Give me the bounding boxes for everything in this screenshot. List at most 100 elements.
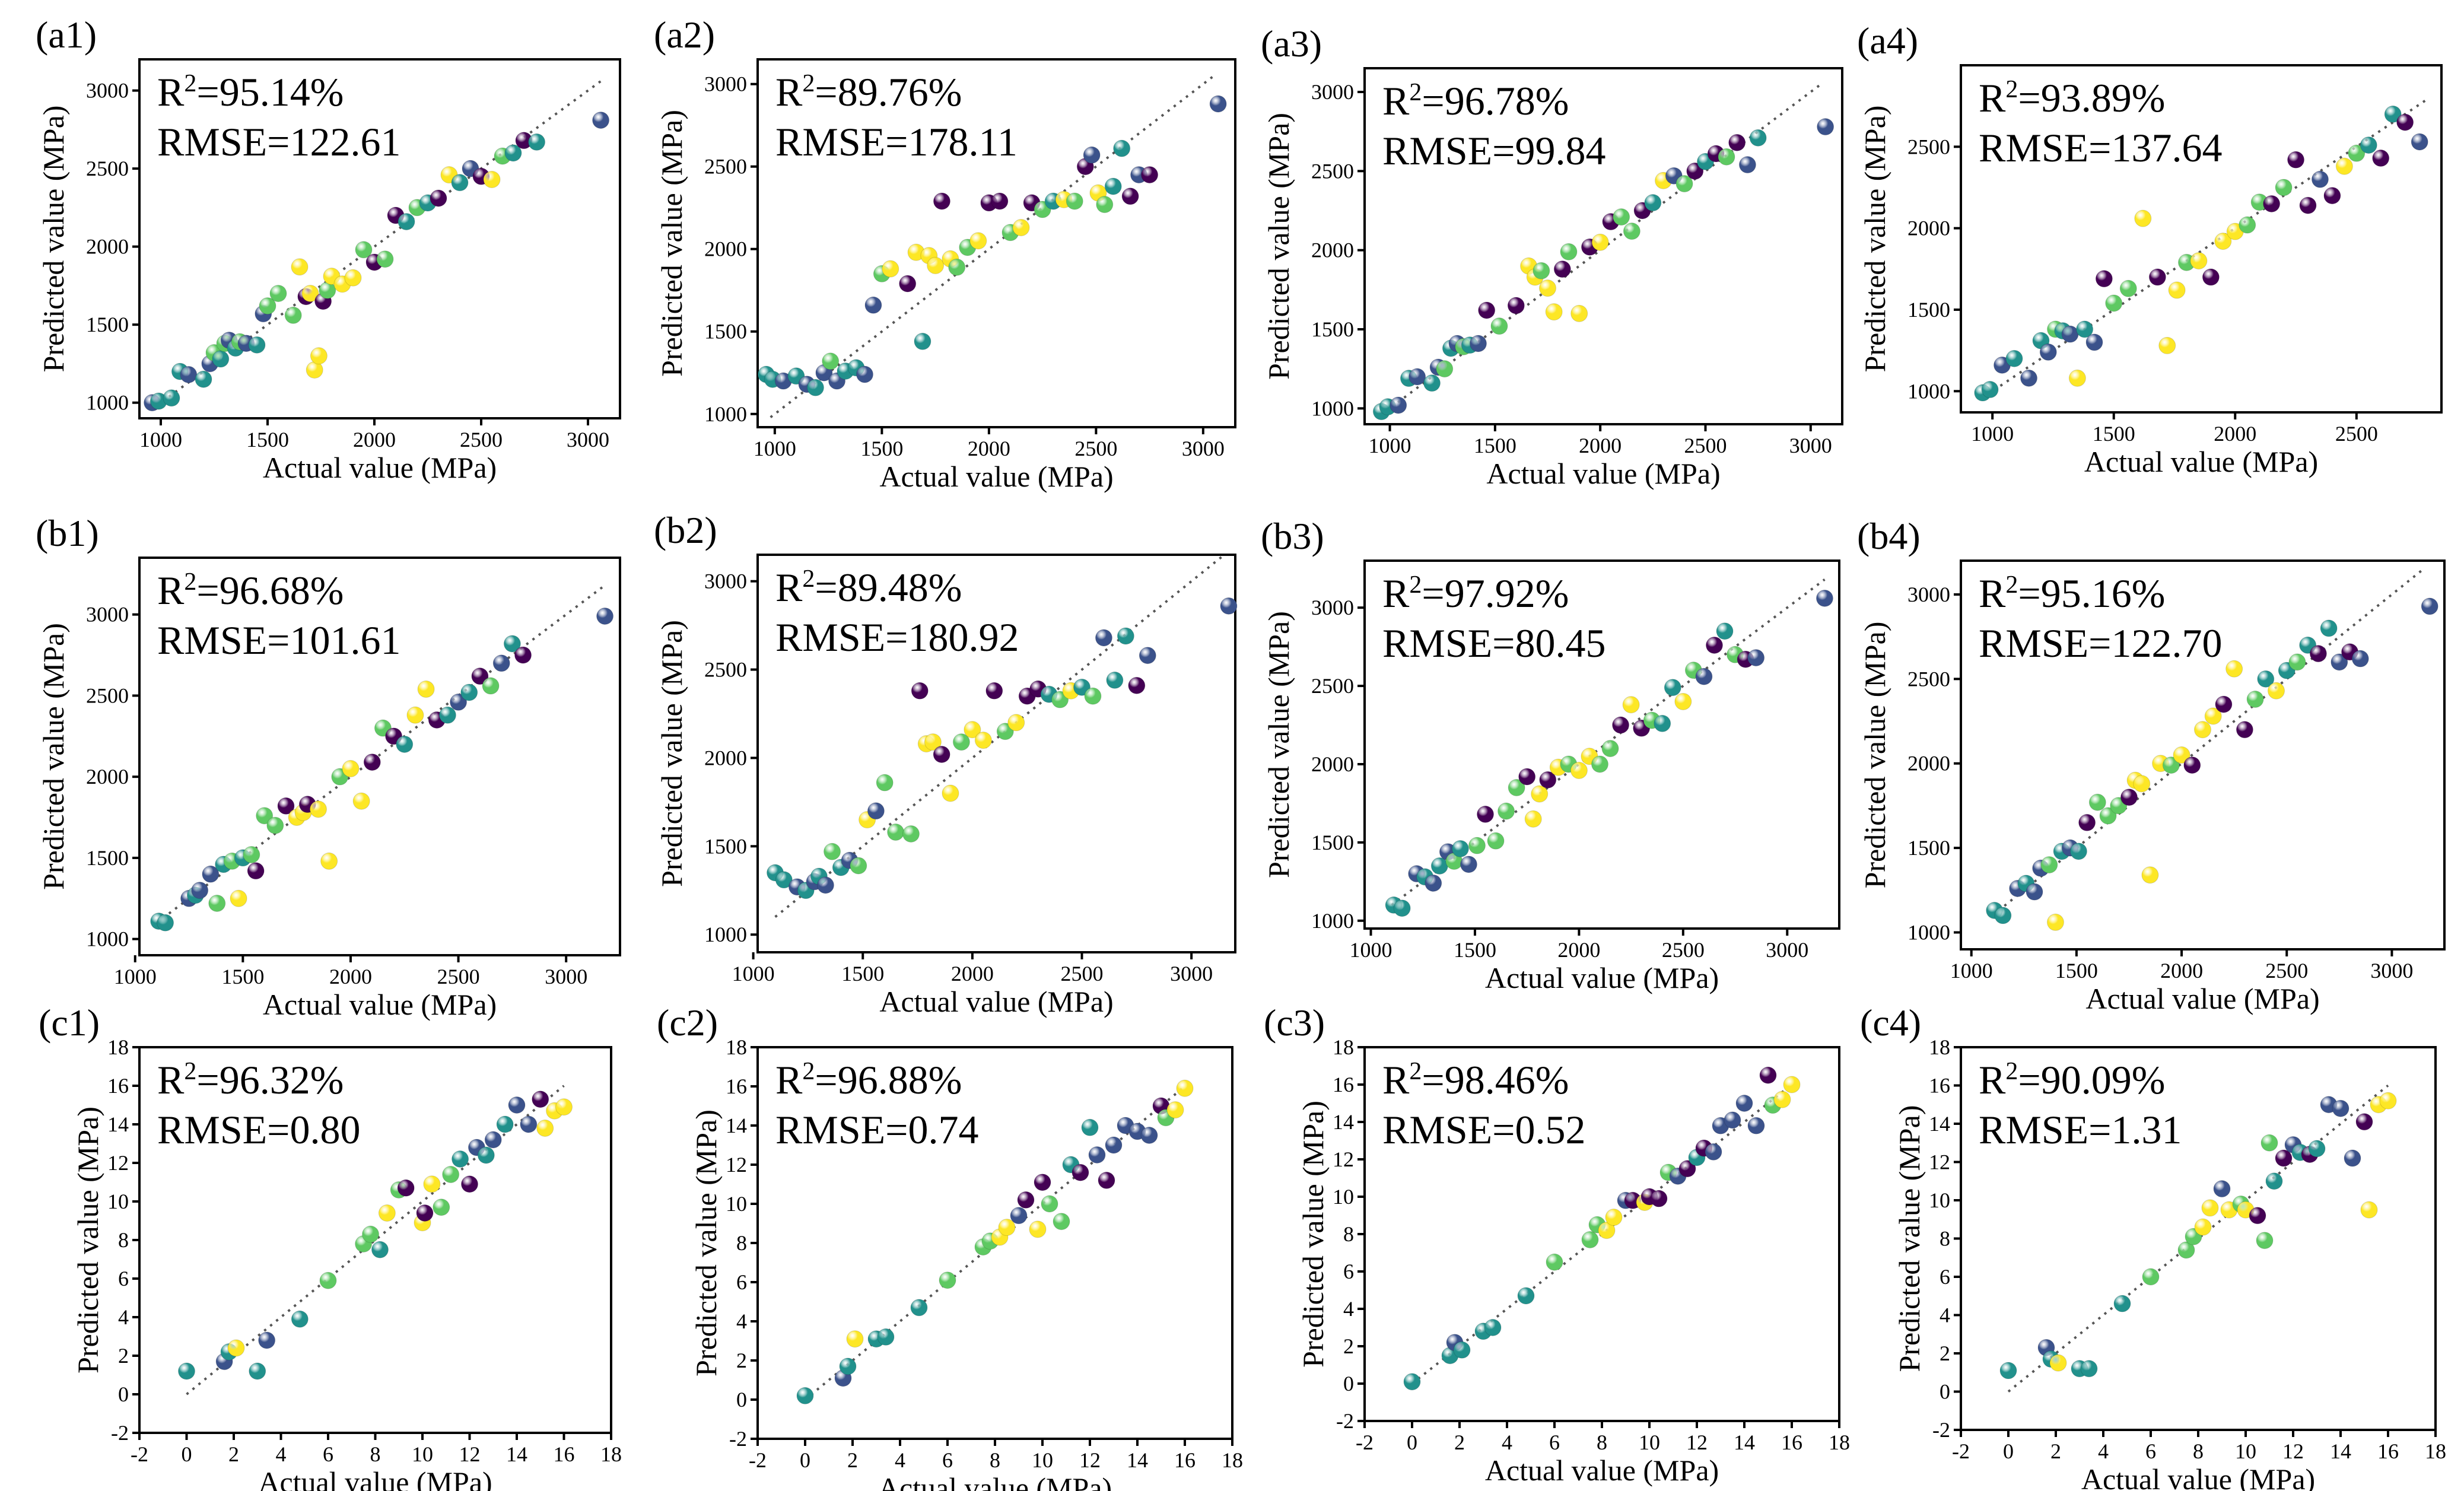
y-tick-label: 16 [107, 1074, 129, 1098]
data-point [2080, 1360, 2098, 1378]
data-point [2177, 1241, 2195, 1259]
data-point [1484, 1319, 1502, 1336]
data-point [248, 336, 266, 354]
x-tick-label: 0 [2003, 1439, 2014, 1463]
data-point [212, 350, 230, 368]
data-point [2332, 1099, 2349, 1117]
plot-frame [1363, 559, 1840, 930]
data-point [882, 260, 899, 278]
panel-label: (b1) [36, 512, 99, 554]
data-point [1088, 1146, 1106, 1163]
data-point [1209, 95, 1227, 113]
data-point [301, 285, 319, 303]
y-tick-label: 1500 [86, 313, 129, 336]
x-tick-label: 0 [1407, 1430, 1417, 1454]
data-point [2360, 1201, 2378, 1219]
data-point [985, 682, 1003, 700]
data-point [2323, 187, 2341, 205]
data-point [2335, 157, 2353, 175]
y-axis-label: Predicted value (MPa) [71, 1107, 104, 1374]
x-tick-label: 1000 [753, 437, 796, 460]
data-point [1128, 676, 1146, 694]
data-point [397, 1179, 415, 1197]
x-tick-label: 1000 [1971, 422, 2014, 446]
y-tick-label: 6 [1940, 1265, 1950, 1289]
x-axis-label: Actual value (MPa) [2081, 1463, 2315, 1491]
x-axis-label: Actual value (MPa) [879, 985, 1113, 1018]
data-point [2095, 270, 2113, 288]
data-point [2204, 707, 2222, 725]
data-point [1718, 148, 1735, 166]
panel-b1: 1000 1500 2000 2500 3000 1000 1500 2000 2500 3000… [36, 512, 621, 1021]
data-point [2411, 133, 2428, 151]
x-tick-label: 8 [370, 1442, 381, 1466]
data-point [1994, 907, 2012, 924]
y-tick-label: 2 [1940, 1341, 1950, 1365]
y-tick-label: 2000 [1907, 752, 1950, 775]
data-point [1106, 671, 1124, 689]
data-point [1478, 301, 1496, 319]
data-point [484, 1131, 502, 1149]
y-tick-label: 2000 [86, 235, 129, 259]
data-point [933, 745, 950, 763]
x-tick-label: 2 [847, 1448, 858, 1472]
data-point [876, 774, 894, 791]
panel-label: (c1) [39, 1002, 100, 1044]
y-tick-label: 0 [118, 1382, 129, 1406]
data-point [2026, 883, 2043, 901]
data-point [284, 306, 302, 324]
data-point [2133, 775, 2151, 793]
y-tick-label: 2 [1343, 1334, 1354, 1358]
rmse-annotation: RMSE=122.70 [1979, 621, 2223, 666]
data-point [1053, 1213, 1070, 1231]
y-axis-label: Predicted value (MPa) [655, 110, 688, 377]
y-tick-label: 2500 [1907, 667, 1950, 691]
data-point [1017, 1191, 1035, 1209]
panel-label: (a2) [654, 14, 715, 56]
y-tick-label: 3000 [86, 603, 129, 627]
x-axis-label: Actual value (MPa) [2085, 982, 2319, 1015]
data-point [1041, 1195, 1058, 1213]
data-point [1139, 647, 1156, 665]
y-tick-label: 10 [726, 1192, 747, 1216]
data-point [2344, 1149, 2361, 1167]
x-tick-label: 0 [800, 1448, 810, 1472]
rmse-annotation: RMSE=180.92 [775, 615, 1019, 660]
y-tick-label: 4 [736, 1309, 747, 1333]
data-point [2299, 196, 2317, 214]
data-point [2020, 369, 2038, 387]
x-tick-label: 1500 [221, 965, 264, 988]
y-tick-label: 2500 [1311, 674, 1354, 698]
data-point [309, 800, 327, 818]
data-point [1066, 192, 1083, 210]
data-point [952, 733, 970, 751]
x-tick-label: 6 [323, 1442, 333, 1466]
data-point [991, 192, 1009, 210]
data-point [1029, 1220, 1047, 1238]
y-tick-label: 1000 [1311, 909, 1354, 933]
data-point [2088, 793, 2106, 811]
data-point [396, 735, 414, 753]
y-axis-label: Predicted value (MPa) [1858, 106, 1891, 373]
data-point [452, 1150, 469, 1168]
x-tick-label: 16 [554, 1442, 575, 1466]
y-tick-label: 1000 [1311, 396, 1354, 420]
x-tick-label: 2000 [1579, 434, 1622, 457]
data-point [202, 865, 220, 883]
y-tick-label: 2000 [86, 765, 129, 789]
y-tick-label: 1000 [1907, 921, 1950, 945]
x-tick-label: 3000 [2370, 959, 2413, 983]
x-tick-label: 1000 [114, 965, 157, 988]
data-point [592, 112, 610, 129]
y-tick-label: 2500 [704, 155, 747, 179]
data-point [2099, 807, 2117, 825]
y-tick-label: 3000 [1907, 583, 1950, 606]
data-point [1176, 1079, 1194, 1097]
y-tick-label: 0 [1940, 1380, 1950, 1404]
data-point [902, 825, 920, 843]
x-axis-label: Actual value (MPa) [263, 451, 497, 484]
x-tick-label: 3000 [1182, 437, 1225, 460]
x-tick-label: 8 [1597, 1430, 1607, 1454]
x-tick-label: 10 [1639, 1430, 1660, 1454]
